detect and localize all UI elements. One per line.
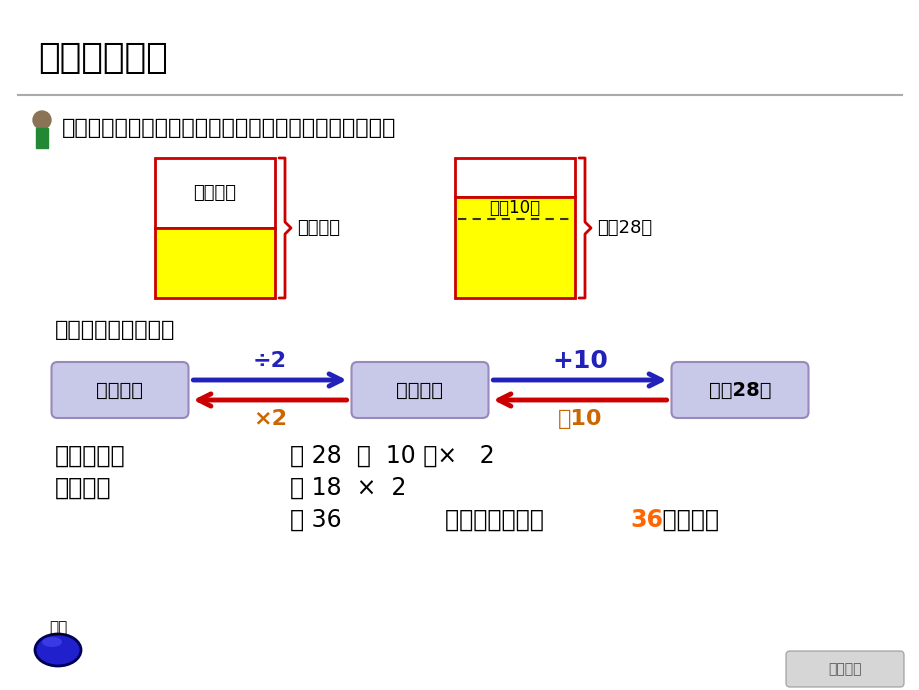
Text: 行推算：: 行推算： [55, 476, 111, 500]
Ellipse shape [42, 637, 62, 647]
Text: 升豆浆。: 升豆浆。 [654, 508, 719, 532]
Text: 返回: 返回 [49, 620, 67, 635]
Text: ÷2: ÷2 [253, 351, 287, 371]
Ellipse shape [35, 634, 81, 666]
Text: （ 28  －  10 ）×   2: （ 28 － 10 ）× 2 [289, 444, 494, 468]
Text: +10: +10 [551, 349, 607, 373]
Text: 现有28升: 现有28升 [708, 380, 770, 400]
Text: 加入10升: 加入10升 [489, 199, 540, 217]
Bar [455, 197, 574, 298]
Text: 原有？升: 原有？升 [96, 380, 143, 400]
Ellipse shape [33, 111, 51, 129]
FancyBboxPatch shape [785, 651, 903, 687]
Text: 现在28升: 现在28升 [596, 219, 652, 237]
Bar [154, 228, 275, 298]
Text: 事情发生的顺序是：: 事情发生的顺序是： [55, 320, 176, 340]
Text: ×2: ×2 [253, 409, 287, 429]
Text: 二、合作探究: 二、合作探究 [38, 41, 167, 75]
Text: 原来？升: 原来？升 [297, 219, 340, 237]
FancyBboxPatch shape [351, 362, 488, 418]
Text: ＝ 18  ×  2: ＝ 18 × 2 [289, 476, 406, 500]
Text: ＝ 36: ＝ 36 [289, 508, 341, 532]
FancyBboxPatch shape [671, 362, 808, 418]
Bar [154, 158, 275, 228]
Text: 返回首页: 返回首页 [827, 662, 861, 676]
Bar [36, 128, 48, 148]
Text: 36: 36 [630, 508, 663, 532]
Text: 从哪儿你就着想结果出发，倒着想看看能不能找到答案？: 从哪儿你就着想结果出发，倒着想看看能不能找到答案？ [62, 118, 396, 138]
Text: 卖了一半: 卖了一半 [396, 380, 443, 400]
FancyBboxPatch shape [51, 362, 188, 418]
Text: －10: －10 [557, 409, 602, 429]
Text: 再倒过来进: 再倒过来进 [55, 444, 126, 468]
Text: 答：桶里原来有: 答：桶里原来有 [445, 508, 550, 532]
Text: 卖出一半: 卖出一半 [193, 184, 236, 202]
Bar [455, 158, 574, 197]
